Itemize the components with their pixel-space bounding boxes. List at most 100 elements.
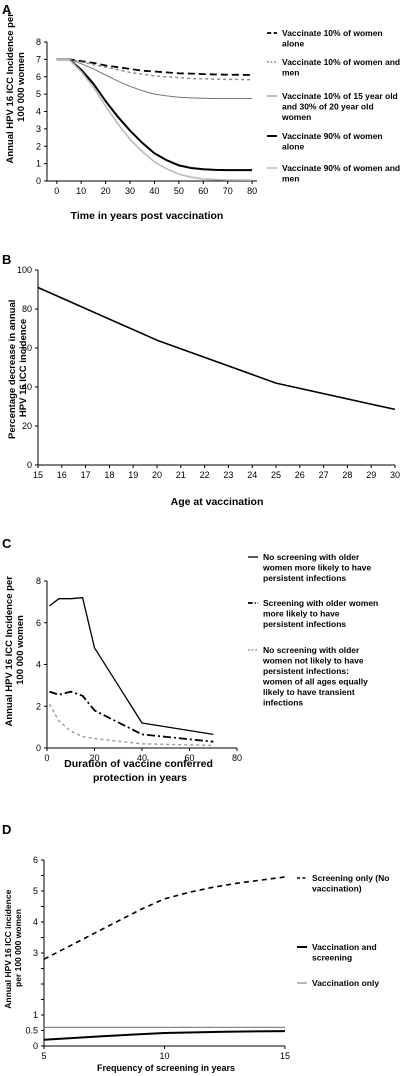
legend-label-line: women more likely to have — [262, 563, 371, 573]
legend-entry: Vaccination only — [312, 978, 379, 988]
x-tick-label: 40 — [137, 753, 147, 763]
x-tick-label: 28 — [342, 470, 352, 480]
panel-c-legend: No screening with older women more likely… — [248, 552, 378, 708]
x-tick-label: 80 — [232, 753, 242, 763]
panel-d: D Annual HPV 16 ICC incidence per 100 00… — [2, 822, 389, 1073]
panel-d-axes — [43, 860, 285, 1047]
y-tick-label: 80 — [22, 304, 32, 314]
x-tick-label: 23 — [223, 470, 233, 480]
x-tick-label: 27 — [319, 470, 329, 480]
x-tick-label: 50 — [174, 186, 184, 196]
x-tick-label: 0 — [54, 186, 59, 196]
panel-d-xlabel: Frequency of screening in years — [97, 1063, 235, 1073]
y-tick-label: 8 — [36, 576, 41, 586]
series-line-1 — [37, 286, 396, 411]
x-tick-label: 20 — [101, 186, 111, 196]
panel-c-letter: C — [2, 536, 12, 551]
legend-label-line: men — [282, 68, 299, 78]
x-tick-label: 10 — [76, 186, 86, 196]
legend-entry: No screening with older women not likely … — [262, 645, 368, 708]
x-tick-label: 0 — [44, 753, 49, 763]
legend-label-line: infections — [263, 698, 303, 708]
panel-d-ylabel: Annual HPV 16 ICC incidence per 100 000 … — [3, 887, 23, 1008]
series-line-2 — [43, 1030, 286, 1041]
y-tick-label: 60 — [22, 343, 32, 353]
legend-label-line: persistent infections — [263, 619, 346, 629]
series-line-5 — [56, 58, 253, 181]
panel-c-xlabel: Duration of vaccine conferred protection… — [64, 758, 216, 784]
legend-label-line: Vaccinate 10% of 15 year old — [282, 91, 398, 101]
y-tick-label: 6 — [36, 618, 41, 628]
legend-label-line: Vaccinate 10% of women — [282, 28, 383, 38]
series-line-2 — [56, 58, 253, 81]
legend-label-line: Vaccination only — [312, 978, 379, 988]
series-line-2 — [49, 690, 214, 743]
legend-entry: No screening with older women more likely… — [262, 552, 371, 583]
x-tick-label: 40 — [149, 186, 159, 196]
y-tick-label: 2 — [36, 701, 41, 711]
legend-entry: Vaccinate 10% of women alone — [282, 28, 383, 49]
panel-d-legend: Screening only (No vaccination) Vaccinatio… — [297, 873, 389, 988]
series-line-3 — [56, 58, 253, 99]
x-tick-label: 60 — [184, 753, 194, 763]
legend-entry: Vaccinate 10% of women and men — [282, 57, 400, 78]
x-tick-label: 20 — [89, 753, 99, 763]
x-tick-label: 70 — [223, 186, 233, 196]
y-tick-label: 0 — [36, 743, 41, 753]
legend-label-line: Vaccinate 90% of women and — [282, 163, 400, 173]
x-tick-label: 17 — [81, 470, 91, 480]
x-tick-label: 22 — [200, 470, 210, 480]
x-tick-label: 20 — [152, 470, 162, 480]
y-tick-label: 100 — [17, 265, 32, 275]
panel-b-lines — [37, 286, 396, 411]
x-tick-label: 10 — [159, 1051, 169, 1061]
x-tick-label: 80 — [247, 186, 257, 196]
legend-label-line: alone — [282, 39, 304, 49]
legend-label-line: women not likely to have — [262, 656, 364, 666]
panel-b-ticks: 15 16 17 18 19 20 21 22 23 24 25 26 27 28 29 30 0 20 40 60 8… — [17, 265, 400, 480]
y-tick-label: 5 — [33, 886, 38, 896]
x-tick-label: 15 — [33, 470, 43, 480]
panel-c-ylabel: Annual HPV 16 ICC Incidence per 100 000 … — [4, 573, 26, 726]
x-tick-label: 19 — [128, 470, 138, 480]
y-tick-label: 0 — [27, 460, 32, 470]
y-tick-label: 4 — [36, 660, 41, 670]
x-tick-label: 26 — [295, 470, 305, 480]
panel-d-lines — [43, 876, 286, 1041]
y-tick-label: 6 — [36, 72, 41, 82]
legend-label-line: No screening with older — [263, 552, 360, 562]
legend-label-line: No screening with older — [263, 645, 360, 655]
x-tick-label: 30 — [390, 470, 400, 480]
y-tick-label: 4 — [33, 917, 38, 927]
y-tick-label: 7 — [36, 54, 41, 64]
panel-c-ticks: 0 20 40 60 80 0 2 4 6 8 — [36, 576, 242, 763]
legend-entry: Screening with older women more likely to… — [263, 598, 378, 629]
y-tick-label: 40 — [22, 382, 32, 392]
y-tick-label: 20 — [22, 421, 32, 431]
panel-c: C Annual HPV 16 ICC Incidence per 100 00… — [2, 536, 378, 784]
panel-b-letter: B — [2, 252, 11, 267]
x-tick-label: 24 — [247, 470, 257, 480]
panel-b: B Percentage decrease in annual HPV 16 I… — [2, 252, 400, 508]
panel-d-letter: D — [2, 822, 11, 837]
y-tick-label: 3 — [36, 124, 41, 134]
panel-a-ticks: 0 10 20 30 40 50 60 70 80 0 1 2 3 4 5 6 7 8 — [36, 37, 257, 196]
panel-a-xlabel: Time in years post vaccination — [71, 210, 224, 222]
y-tick-label: 4 — [36, 107, 41, 117]
x-tick-label: 18 — [104, 470, 114, 480]
series-line-1 — [49, 597, 214, 736]
x-tick-label: 15 — [280, 1051, 290, 1061]
legend-label-line: Screening only (No — [312, 873, 389, 883]
legend-entry: Vaccinate 90% of women alone — [282, 131, 383, 152]
legend-entry: Vaccinate 90% of women and men — [282, 163, 400, 184]
legend-label-line: more likely to have — [263, 609, 340, 619]
panel-c-lines — [48, 597, 214, 747]
x-tick-label: 21 — [176, 470, 186, 480]
panel-b-xlabel: Age at vaccination — [171, 496, 264, 508]
y-tick-label: 8 — [36, 37, 41, 47]
legend-label-line: persistent infections: — [263, 666, 349, 676]
x-tick-label: 25 — [271, 470, 281, 480]
panel-a: A Annual HPV 16 ICC Incidence per 100 00… — [2, 2, 400, 222]
